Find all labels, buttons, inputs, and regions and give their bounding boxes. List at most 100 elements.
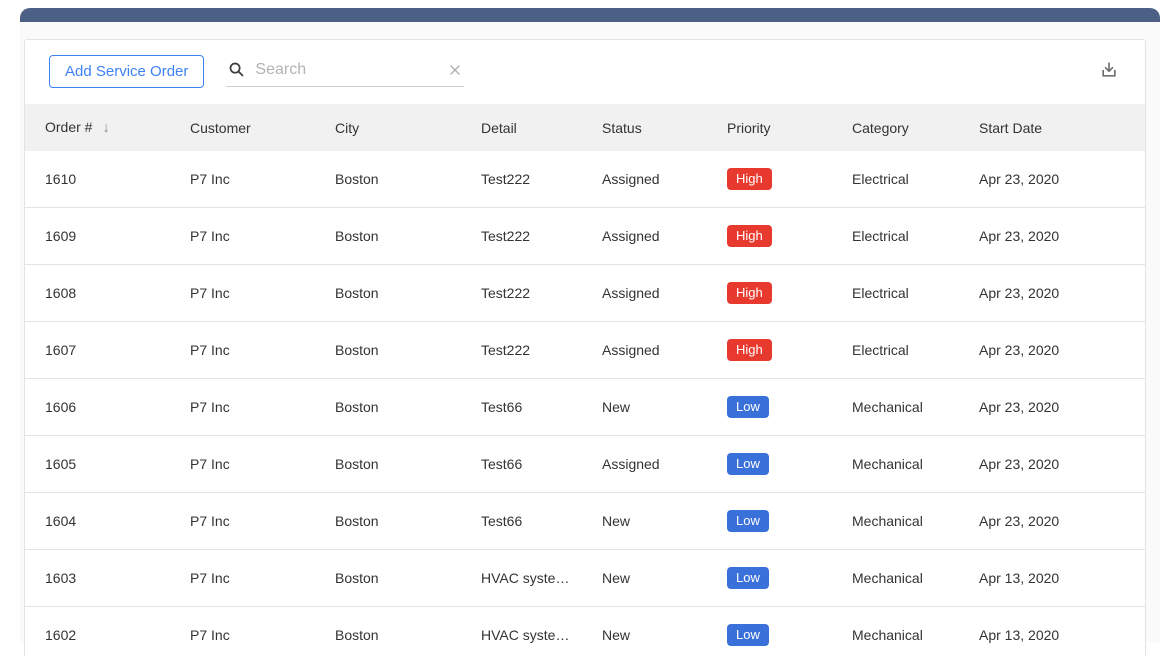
cell-city: Boston xyxy=(315,208,461,265)
column-header-order[interactable]: Order # ↓ xyxy=(25,104,170,151)
cell-city: Boston xyxy=(315,379,461,436)
cell-detail: HVAC system i... xyxy=(461,550,582,607)
cell-category: Electrical xyxy=(832,265,959,322)
table-row[interactable]: 1606 P7 Inc Boston Test66 New Low Mechan… xyxy=(25,379,1145,436)
table-row[interactable]: 1602 P7 Inc Boston HVAC system i... New … xyxy=(25,607,1145,656)
cell-order: 1606 xyxy=(25,379,170,436)
column-header-priority[interactable]: Priority xyxy=(707,104,832,151)
search-box[interactable] xyxy=(226,57,464,87)
table-body: 1610 P7 Inc Boston Test222 Assigned High… xyxy=(25,151,1145,656)
cell-customer: P7 Inc xyxy=(170,550,315,607)
cell-start-date: Apr 23, 2020 xyxy=(959,322,1145,379)
cell-order: 1605 xyxy=(25,436,170,493)
cell-priority: High xyxy=(707,208,832,265)
table-row[interactable]: 1603 P7 Inc Boston HVAC system i... New … xyxy=(25,550,1145,607)
column-label: Order # xyxy=(45,119,92,135)
column-header-start-date[interactable]: Start Date xyxy=(959,104,1145,151)
cell-category: Mechanical xyxy=(832,436,959,493)
column-header-city[interactable]: City xyxy=(315,104,461,151)
cell-category: Electrical xyxy=(832,322,959,379)
cell-detail: Test66 xyxy=(461,379,582,436)
cell-start-date: Apr 23, 2020 xyxy=(959,265,1145,322)
cell-category: Electrical xyxy=(832,208,959,265)
cell-city: Boston xyxy=(315,493,461,550)
cell-status: New xyxy=(582,379,707,436)
priority-badge: Low xyxy=(727,453,769,475)
search-icon xyxy=(228,61,245,78)
cell-status: Assigned xyxy=(582,208,707,265)
cell-detail: Test66 xyxy=(461,436,582,493)
export-button[interactable] xyxy=(1097,58,1121,85)
cell-order: 1602 xyxy=(25,607,170,656)
cell-category: Electrical xyxy=(832,151,959,208)
cell-city: Boston xyxy=(315,607,461,656)
cell-category: Mechanical xyxy=(832,550,959,607)
table-row[interactable]: 1609 P7 Inc Boston Test222 Assigned High… xyxy=(25,208,1145,265)
cell-start-date: Apr 23, 2020 xyxy=(959,436,1145,493)
cell-status: New xyxy=(582,607,707,656)
priority-badge: High xyxy=(727,225,772,247)
priority-badge: Low xyxy=(727,510,769,532)
cell-order: 1607 xyxy=(25,322,170,379)
cell-priority: Low xyxy=(707,550,832,607)
cell-status: Assigned xyxy=(582,265,707,322)
cell-order: 1603 xyxy=(25,550,170,607)
priority-badge: High xyxy=(727,282,772,304)
cell-customer: P7 Inc xyxy=(170,208,315,265)
cell-customer: P7 Inc xyxy=(170,436,315,493)
cell-start-date: Apr 13, 2020 xyxy=(959,607,1145,656)
cell-category: Mechanical xyxy=(832,493,959,550)
cell-category: Mechanical xyxy=(832,607,959,656)
cell-detail: Test222 xyxy=(461,322,582,379)
clear-search-icon[interactable] xyxy=(448,63,462,77)
cell-order: 1608 xyxy=(25,265,170,322)
cell-priority: High xyxy=(707,151,832,208)
cell-status: Assigned xyxy=(582,436,707,493)
cell-city: Boston xyxy=(315,322,461,379)
cell-customer: P7 Inc xyxy=(170,322,315,379)
cell-customer: P7 Inc xyxy=(170,151,315,208)
priority-badge: Low xyxy=(727,567,769,589)
table-row[interactable]: 1607 P7 Inc Boston Test222 Assigned High… xyxy=(25,322,1145,379)
cell-city: Boston xyxy=(315,265,461,322)
column-header-status[interactable]: Status xyxy=(582,104,707,151)
cell-start-date: Apr 23, 2020 xyxy=(959,151,1145,208)
cell-city: Boston xyxy=(315,550,461,607)
cell-start-date: Apr 13, 2020 xyxy=(959,550,1145,607)
cell-customer: P7 Inc xyxy=(170,265,315,322)
priority-badge: High xyxy=(727,339,772,361)
cell-order: 1604 xyxy=(25,493,170,550)
cell-order: 1609 xyxy=(25,208,170,265)
table-row[interactable]: 1605 P7 Inc Boston Test66 Assigned Low M… xyxy=(25,436,1145,493)
table-row[interactable]: 1608 P7 Inc Boston Test222 Assigned High… xyxy=(25,265,1145,322)
priority-badge: Low xyxy=(727,396,769,418)
search-input[interactable] xyxy=(255,61,448,79)
download-tray-icon xyxy=(1099,60,1119,80)
cell-customer: P7 Inc xyxy=(170,607,315,656)
table-header: Order # ↓ Customer City Detail Status Pr… xyxy=(25,104,1145,151)
cell-customer: P7 Inc xyxy=(170,493,315,550)
cell-priority: High xyxy=(707,265,832,322)
cell-detail: Test222 xyxy=(461,151,582,208)
column-header-customer[interactable]: Customer xyxy=(170,104,315,151)
cell-detail: Test222 xyxy=(461,208,582,265)
cell-city: Boston xyxy=(315,436,461,493)
cell-status: New xyxy=(582,550,707,607)
column-header-detail[interactable]: Detail xyxy=(461,104,582,151)
service-orders-table: Order # ↓ Customer City Detail Status Pr… xyxy=(25,104,1145,656)
cell-customer: P7 Inc xyxy=(170,379,315,436)
cell-start-date: Apr 23, 2020 xyxy=(959,493,1145,550)
cell-status: Assigned xyxy=(582,151,707,208)
cell-detail: HVAC system i... xyxy=(461,607,582,656)
panel-header-bar xyxy=(20,8,1160,22)
add-service-order-button[interactable]: Add Service Order xyxy=(49,55,204,88)
cell-city: Boston xyxy=(315,151,461,208)
table-row[interactable]: 1610 P7 Inc Boston Test222 Assigned High… xyxy=(25,151,1145,208)
column-header-category[interactable]: Category xyxy=(832,104,959,151)
cell-priority: Low xyxy=(707,493,832,550)
table-row[interactable]: 1604 P7 Inc Boston Test66 New Low Mechan… xyxy=(25,493,1145,550)
cell-priority: Low xyxy=(707,436,832,493)
cell-start-date: Apr 23, 2020 xyxy=(959,379,1145,436)
cell-priority: High xyxy=(707,322,832,379)
sort-desc-icon: ↓ xyxy=(102,119,110,136)
